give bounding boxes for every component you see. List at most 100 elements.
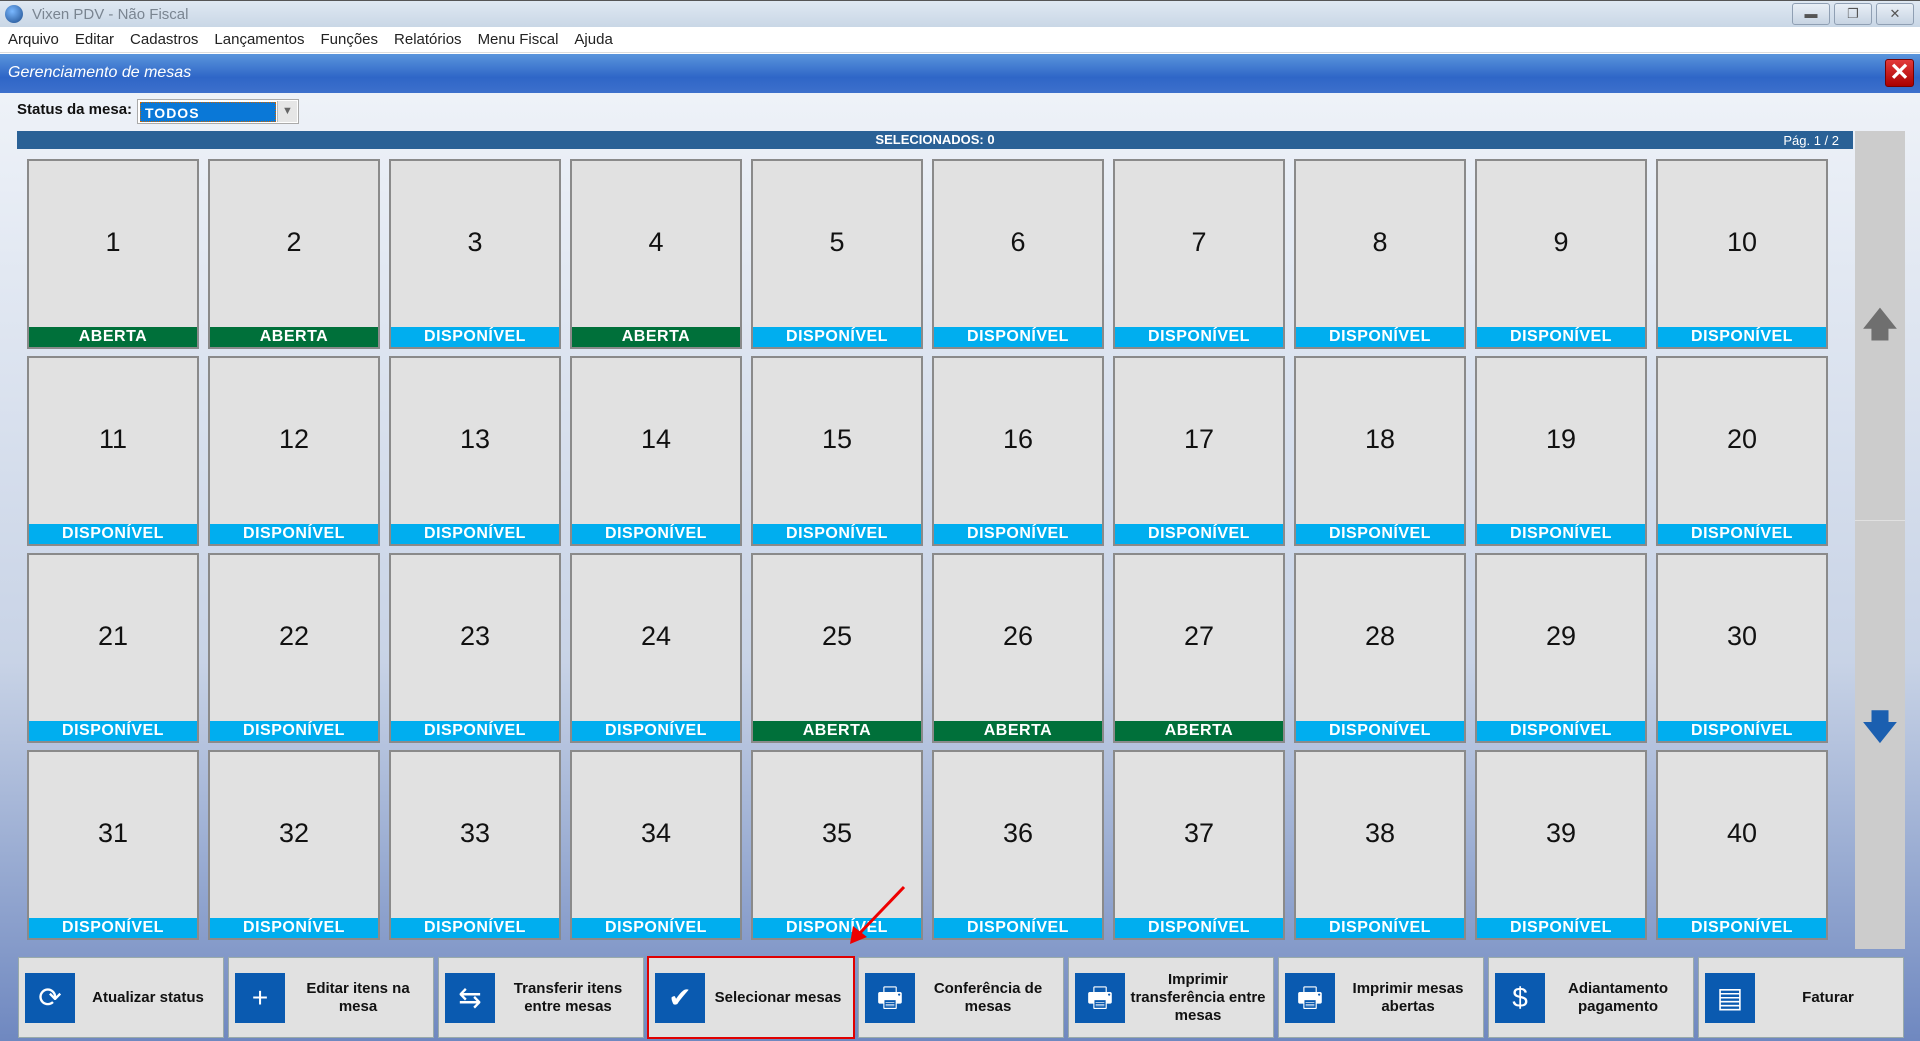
table-tile[interactable]: 12 DISPONÍVEL (208, 356, 380, 546)
table-tile[interactable]: 2 ABERTA (208, 159, 380, 349)
table-number: 32 (278, 818, 310, 848)
action-button[interactable]: ⇆ Transferir itens entre mesas (438, 957, 644, 1038)
table-tile[interactable]: 6 DISPONÍVEL (932, 159, 1104, 349)
table-status: ABERTA (934, 721, 1102, 741)
table-tile[interactable]: 34 DISPONÍVEL (570, 750, 742, 940)
table-tile[interactable]: 37 DISPONÍVEL (1113, 750, 1285, 940)
status-filter-value[interactable]: TODOS (140, 102, 276, 122)
table-tile[interactable]: 9 DISPONÍVEL (1475, 159, 1647, 349)
table-tile[interactable]: 33 DISPONÍVEL (389, 750, 561, 940)
table-number: 31 (97, 818, 129, 848)
status-filter-select[interactable]: TODOS ▼ (137, 99, 299, 124)
tables-grid: 1 ABERTA 2 ABERTA 3 DISPONÍVEL 4 ABERTA 5 DISPONÍ… (17, 149, 1853, 969)
table-status: DISPONÍVEL (1658, 327, 1826, 347)
action-button[interactable]: ⟳ Atualizar status (18, 957, 224, 1038)
table-number: 15 (821, 424, 853, 454)
printer-transfer-icon: 🖶 (1075, 973, 1125, 1023)
action-button[interactable]: 🖶 Imprimir mesas abertas (1278, 957, 1484, 1038)
table-number: 16 (1002, 424, 1034, 454)
table-status: DISPONÍVEL (1658, 721, 1826, 741)
close-panel-button[interactable]: ✕ (1885, 59, 1914, 87)
printer-open-icon: 🖶 (1285, 973, 1335, 1023)
table-tile[interactable]: 8 DISPONÍVEL (1294, 159, 1466, 349)
table-status: ABERTA (29, 327, 197, 347)
document-transfer-icon: ⇆ (445, 973, 495, 1023)
table-number: 4 (648, 227, 664, 257)
table-tile[interactable]: 5 DISPONÍVEL (751, 159, 923, 349)
table-tile[interactable]: 1 ABERTA (27, 159, 199, 349)
table-number: 34 (640, 818, 672, 848)
menu-editar[interactable]: Editar (74, 31, 115, 48)
table-status: DISPONÍVEL (391, 327, 559, 347)
restore-button[interactable]: ❐ (1834, 3, 1872, 25)
menu-relatorios[interactable]: Relatórios (394, 31, 462, 48)
table-number: 11 (98, 424, 128, 454)
table-tile[interactable]: 26 ABERTA (932, 553, 1104, 743)
table-status: DISPONÍVEL (934, 918, 1102, 938)
table-tile[interactable]: 20 DISPONÍVEL (1656, 356, 1828, 546)
action-button[interactable]: ▤ Faturar (1698, 957, 1904, 1038)
table-tile[interactable]: 30 DISPONÍVEL (1656, 553, 1828, 743)
window-title: Vixen PDV - Não Fiscal (32, 6, 189, 23)
page-up-button[interactable]: 🡅 (1855, 131, 1905, 521)
table-tile[interactable]: 21 DISPONÍVEL (27, 553, 199, 743)
action-button[interactable]: 🖶 Imprimir transferência entre mesas (1068, 957, 1274, 1038)
table-status: ABERTA (753, 721, 921, 741)
menu-funcoes[interactable]: Funções (320, 31, 379, 48)
table-tile[interactable]: 17 DISPONÍVEL (1113, 356, 1285, 546)
action-button[interactable]: ✔ Selecionar mesas (647, 956, 855, 1039)
table-tile[interactable]: 22 DISPONÍVEL (208, 553, 380, 743)
menu-cadastros[interactable]: Cadastros (130, 31, 199, 48)
table-tile[interactable]: 38 DISPONÍVEL (1294, 750, 1466, 940)
action-button[interactable]: $ Adiantamento pagamento (1488, 957, 1694, 1038)
table-tile[interactable]: 11 DISPONÍVEL (27, 356, 199, 546)
table-tile[interactable]: 14 DISPONÍVEL (570, 356, 742, 546)
table-tile[interactable]: 36 DISPONÍVEL (932, 750, 1104, 940)
table-number: 19 (1545, 424, 1577, 454)
table-tile[interactable]: 13 DISPONÍVEL (389, 356, 561, 546)
table-status: DISPONÍVEL (391, 721, 559, 741)
table-number: 9 (1553, 227, 1569, 257)
menu-ajuda[interactable]: Ajuda (574, 31, 613, 48)
table-tile[interactable]: 23 DISPONÍVEL (389, 553, 561, 743)
table-tile[interactable]: 19 DISPONÍVEL (1475, 356, 1647, 546)
table-number: 2 (286, 227, 302, 257)
chevron-down-icon[interactable]: ▼ (277, 101, 297, 122)
menu-fiscal[interactable]: Menu Fiscal (477, 31, 559, 48)
table-tile[interactable]: 27 ABERTA (1113, 553, 1285, 743)
table-tile[interactable]: 39 DISPONÍVEL (1475, 750, 1647, 940)
table-tile[interactable]: 28 DISPONÍVEL (1294, 553, 1466, 743)
table-tile[interactable]: 16 DISPONÍVEL (932, 356, 1104, 546)
table-tile[interactable]: 7 DISPONÍVEL (1113, 159, 1285, 349)
table-tile[interactable]: 29 DISPONÍVEL (1475, 553, 1647, 743)
table-number: 5 (829, 227, 845, 257)
table-status: DISPONÍVEL (1477, 721, 1645, 741)
minimize-button[interactable]: ▬ (1792, 3, 1830, 25)
title-bar: Vixen PDV - Não Fiscal ▬ ❐ ✕ (0, 0, 1920, 27)
table-tile[interactable]: 18 DISPONÍVEL (1294, 356, 1466, 546)
refresh-icon: ⟳ (25, 973, 75, 1023)
close-window-button[interactable]: ✕ (1876, 3, 1914, 25)
table-number: 23 (459, 621, 491, 651)
table-tile[interactable]: 3 DISPONÍVEL (389, 159, 561, 349)
table-tile[interactable]: 32 DISPONÍVEL (208, 750, 380, 940)
arrow-up-icon: 🡅 (1862, 306, 1898, 344)
table-tile[interactable]: 10 DISPONÍVEL (1656, 159, 1828, 349)
menu-arquivo[interactable]: Arquivo (8, 31, 59, 48)
table-tile[interactable]: 31 DISPONÍVEL (27, 750, 199, 940)
action-button[interactable]: + Editar itens na mesa (228, 957, 434, 1038)
table-tile[interactable]: 25 ABERTA (751, 553, 923, 743)
table-tile[interactable]: 35 DISPONÍVEL (751, 750, 923, 940)
action-button[interactable]: 🖶 Conferência de mesas (858, 957, 1064, 1038)
table-status: DISPONÍVEL (1296, 327, 1464, 347)
table-tile[interactable]: 40 DISPONÍVEL (1656, 750, 1828, 940)
menu-lancamentos[interactable]: Lançamentos (214, 31, 305, 48)
page-down-button[interactable]: 🡇 (1855, 523, 1905, 913)
table-tile[interactable]: 15 DISPONÍVEL (751, 356, 923, 546)
table-status: DISPONÍVEL (210, 524, 378, 544)
table-tile[interactable]: 24 DISPONÍVEL (570, 553, 742, 743)
table-status: DISPONÍVEL (1296, 524, 1464, 544)
table-number: 40 (1726, 818, 1758, 848)
table-tile[interactable]: 4 ABERTA (570, 159, 742, 349)
table-number: 20 (1726, 424, 1758, 454)
